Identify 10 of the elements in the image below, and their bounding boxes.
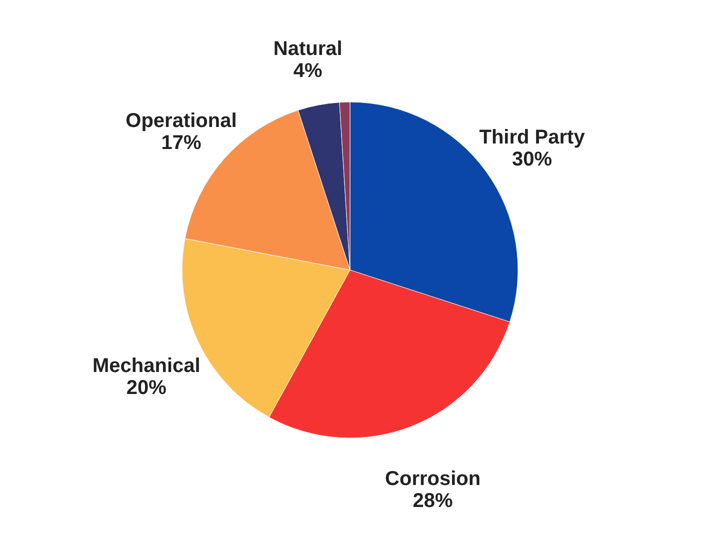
slice-label: Natural (273, 38, 342, 60)
slice-label: Mechanical (92, 354, 200, 377)
data-label: 20% (126, 376, 167, 399)
data-label: 4% (293, 60, 323, 82)
slice-label: Third Party (479, 126, 586, 149)
slice-label: Operational (126, 110, 237, 132)
data-label: 17% (161, 132, 202, 154)
slice-label: Corrosion (385, 468, 481, 490)
data-label: 28% (412, 490, 454, 512)
data-label: 30% (512, 148, 552, 171)
